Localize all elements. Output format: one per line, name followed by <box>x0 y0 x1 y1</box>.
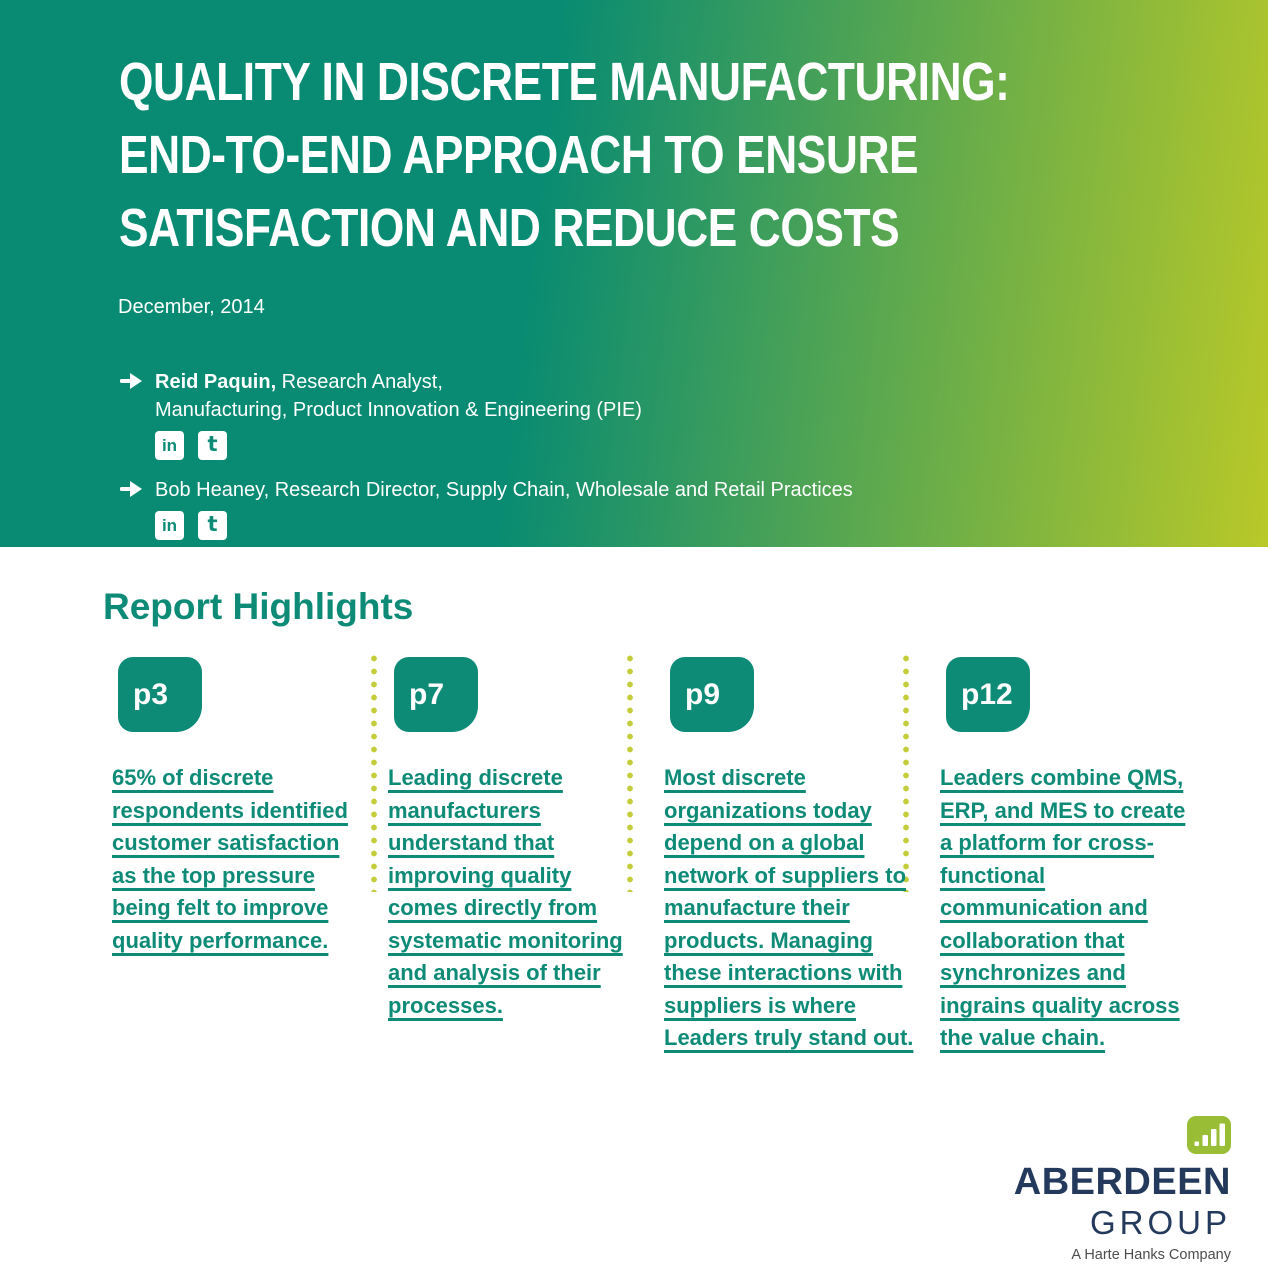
highlight-column-p3: p3 65% of discrete respondents identifie… <box>112 657 362 957</box>
author-info: Bob Heaney, Research Director, Supply Ch… <box>155 476 853 540</box>
highlight-text-p9[interactable]: Most discrete organizations today depend… <box>664 765 914 1050</box>
highlights-columns: p3 65% of discrete respondents identifie… <box>112 652 1268 1087</box>
page-badge-p12[interactable]: p12 <box>946 657 1030 732</box>
highlight-column-p12: p12 Leaders combine QMS, ERP, and MES to… <box>940 657 1190 1055</box>
highlight-text-p3[interactable]: 65% of discrete respondents identified c… <box>112 765 348 953</box>
arrow-icon <box>120 368 155 394</box>
highlight-column-p7: p7 Leading discrete manufacturers unders… <box>388 657 638 1022</box>
author-line-1: Bob Heaney, Research Director, Supply Ch… <box>155 476 853 504</box>
report-date: December, 2014 <box>118 296 265 318</box>
logo-wordmark: ABERDEEN <box>1013 1161 1231 1203</box>
highlight-column-p9: p9 Most discrete organizations today dep… <box>664 657 914 1055</box>
linkedin-icon[interactable]: in <box>155 511 184 540</box>
section-title: Report Highlights <box>103 586 414 627</box>
bar-chart-icon <box>1187 1116 1231 1159</box>
author-line-2: Manufacturing, Product Innovation & Engi… <box>155 399 642 421</box>
header-banner: QUALITY IN DISCRETE MANUFACTURING: END-T… <box>0 0 1268 547</box>
page-badge-p3[interactable]: p3 <box>118 657 202 732</box>
highlight-text-p7[interactable]: Leading discrete manufacturers understan… <box>388 765 623 1018</box>
author-role: Research Analyst, <box>276 371 443 393</box>
author-line-1: Reid Paquin, Research Analyst, <box>155 368 642 396</box>
aberdeen-group-logo: ABERDEEN GROUP A Harte Hanks Company <box>1014 1116 1231 1263</box>
title-line-3: SATISFACTION AND REDUCE COSTS <box>119 198 900 258</box>
author-info: Reid Paquin, Research Analyst, Manufactu… <box>155 368 642 460</box>
twitter-icon[interactable]: t <box>198 511 227 540</box>
report-highlights-section: Report Highlights p3 65% of discrete res… <box>0 586 1268 1087</box>
title-line-1: QUALITY IN DISCRETE MANUFACTURING: <box>119 52 1010 112</box>
author-bob-heaney: Bob Heaney, Research Director, Supply Ch… <box>120 476 853 540</box>
page-badge-p7[interactable]: p7 <box>394 657 478 732</box>
title-line-2: END-TO-END APPROACH TO ENSURE <box>119 125 919 185</box>
dotted-separator <box>371 652 377 892</box>
author-reid-paquin: Reid Paquin, Research Analyst, Manufactu… <box>120 368 642 460</box>
author-role: Bob Heaney, Research Director, Supply Ch… <box>155 479 853 501</box>
author-name: Reid Paquin, <box>155 371 277 393</box>
dotted-separator <box>627 652 633 892</box>
highlight-text-p12[interactable]: Leaders combine QMS, ERP, and MES to cre… <box>940 765 1186 1050</box>
page-badge-p9[interactable]: p9 <box>670 657 754 732</box>
twitter-icon[interactable]: t <box>198 431 227 460</box>
author-social-links: in t <box>155 431 642 460</box>
linkedin-icon[interactable]: in <box>155 431 184 460</box>
logo-tagline: A Harte Hanks Company <box>1071 1247 1231 1264</box>
author-social-links: in t <box>155 511 853 540</box>
logo-wordmark-sub: GROUP <box>1089 1203 1231 1241</box>
arrow-icon <box>120 476 155 502</box>
dotted-separator <box>903 652 909 892</box>
report-title: QUALITY IN DISCRETE MANUFACTURING: END-T… <box>119 46 1010 265</box>
